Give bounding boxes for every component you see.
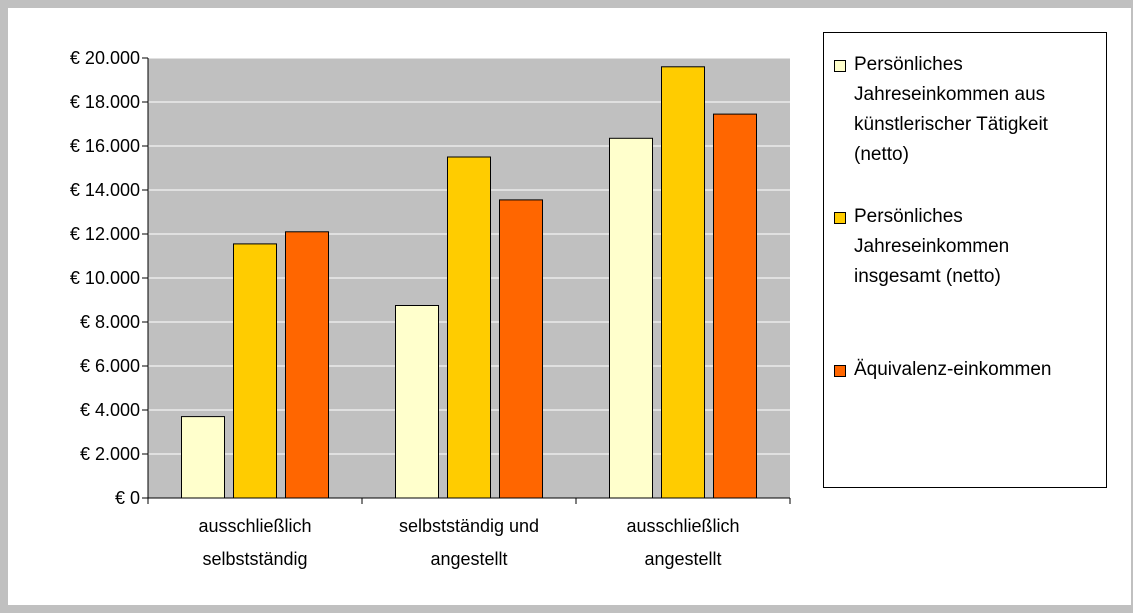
y-tick-label: € 12.000	[70, 224, 140, 244]
x-category-label: selbstständig	[202, 549, 307, 569]
legend-swatch	[834, 60, 846, 72]
x-category-label: selbstständig und	[399, 516, 539, 536]
bar	[714, 114, 757, 498]
y-tick-label: € 10.000	[70, 268, 140, 288]
y-tick-label: € 0	[115, 488, 140, 508]
bar	[500, 200, 543, 498]
bar	[662, 67, 705, 498]
legend-swatch	[834, 365, 846, 377]
x-category-label: angestellt	[644, 549, 721, 569]
y-tick-label: € 8.000	[80, 312, 140, 332]
legend-label: Persönliches Jahreseinkommen aus künstle…	[854, 50, 1048, 170]
y-tick-label: € 14.000	[70, 180, 140, 200]
legend-swatch	[834, 212, 846, 224]
bar	[396, 306, 439, 499]
legend: Persönliches Jahreseinkommen aus künstle…	[823, 32, 1107, 488]
legend-label: Äquivalenz-einkommen	[854, 355, 1052, 385]
y-tick-label: € 20.000	[70, 48, 140, 68]
legend-label: Persönliches Jahreseinkommen insgesamt (…	[854, 202, 1009, 292]
x-category-label: ausschließlich	[626, 516, 739, 536]
y-tick-label: € 2.000	[80, 444, 140, 464]
y-tick-label: € 4.000	[80, 400, 140, 420]
bar	[610, 138, 653, 498]
bar	[182, 417, 225, 498]
bar	[234, 244, 277, 498]
x-category-label: ausschließlich	[198, 516, 311, 536]
y-tick-label: € 18.000	[70, 92, 140, 112]
y-tick-label: € 16.000	[70, 136, 140, 156]
y-tick-label: € 6.000	[80, 356, 140, 376]
x-category-label: angestellt	[430, 549, 507, 569]
bar	[286, 232, 329, 498]
bar	[448, 157, 491, 498]
